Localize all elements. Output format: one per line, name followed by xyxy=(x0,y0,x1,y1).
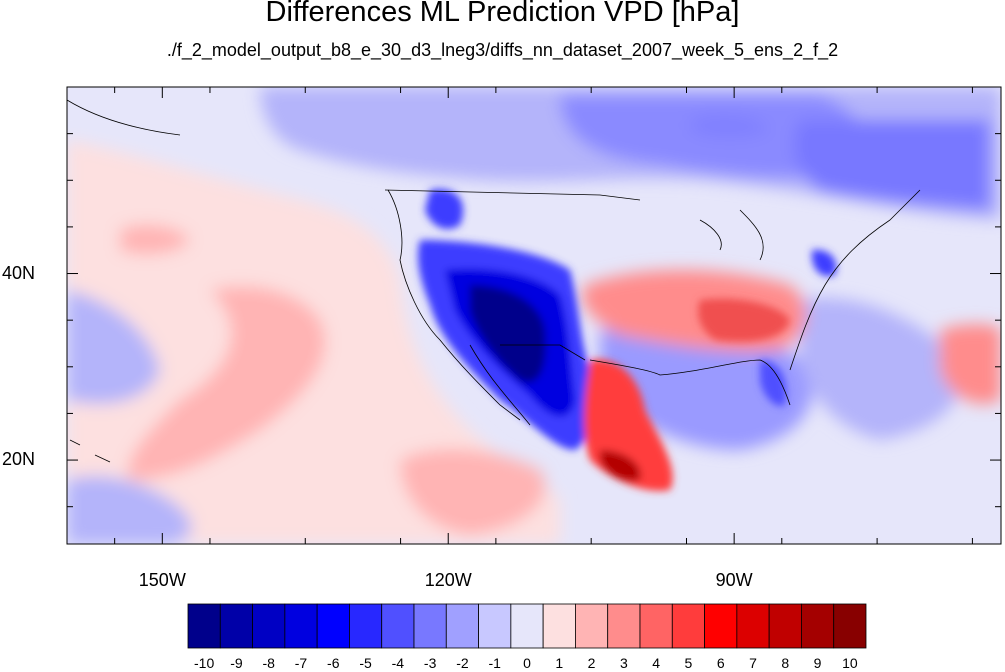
mexico-positive-core xyxy=(600,450,641,482)
colorbar-label: 4 xyxy=(652,655,660,671)
colorbar-box xyxy=(413,603,447,649)
colorbar-box xyxy=(607,603,641,649)
atlantic-coastline xyxy=(789,189,921,371)
tropical-positive-patch xyxy=(400,449,546,535)
atlantic-negative-region xyxy=(800,298,962,440)
map-ticks xyxy=(67,87,1001,544)
great-lakes-outline xyxy=(699,209,764,261)
colorbar-box xyxy=(187,603,221,649)
colorbar-box xyxy=(575,603,609,649)
hudson-negative-patch xyxy=(690,114,770,138)
northwest-negative-patch xyxy=(425,189,464,230)
latitude-label: 40N xyxy=(2,262,36,283)
great-basin-negative-core xyxy=(470,285,546,383)
colorbar-label: 1 xyxy=(555,655,563,671)
map-subtitle: ./f_2_model_output_b8_e_30_d3_lneg3/diff… xyxy=(166,40,839,60)
latitude-label: 20N xyxy=(2,449,36,470)
pacific-positive-patch xyxy=(120,224,190,255)
colorbar-box xyxy=(833,603,867,649)
colorbar-box xyxy=(542,603,576,649)
colorbar-label: 8 xyxy=(781,655,789,671)
colorbar-box xyxy=(801,603,835,649)
gulf-negative-region xyxy=(600,326,812,450)
difference-field-smooth xyxy=(67,87,1001,544)
coastlines xyxy=(67,99,921,463)
colorbar-box xyxy=(219,603,253,649)
pacific-coastline xyxy=(387,189,521,421)
south-pacific-negative-region xyxy=(67,476,192,544)
colorbar-label: -6 xyxy=(327,655,340,671)
colorbar-label: -5 xyxy=(359,655,372,671)
colorbar-box xyxy=(284,603,318,649)
colorbar-label: -4 xyxy=(392,655,405,671)
colorbar-label: -1 xyxy=(488,655,501,671)
colorbar-label: -3 xyxy=(424,655,437,671)
colorbar-box xyxy=(478,603,512,649)
colorbar-box xyxy=(639,603,673,649)
colorbar-box xyxy=(445,603,479,649)
longitude-label: 90W xyxy=(715,570,753,590)
colorbar-label: 7 xyxy=(749,655,757,671)
alaska-coastline xyxy=(67,99,181,136)
quebec-negative-region xyxy=(794,120,990,210)
colorbar-label: 9 xyxy=(814,655,822,671)
map-title: Differences ML Prediction VPD [hPa] xyxy=(265,0,740,28)
pacific-negative-region xyxy=(67,290,160,404)
map-plot-area xyxy=(67,87,1001,544)
longitude-label: 120W xyxy=(424,570,472,590)
colorbar-box xyxy=(671,603,705,649)
us-mexico-border xyxy=(500,344,586,361)
florida-negative-patch xyxy=(760,360,787,406)
colorbar-label: -2 xyxy=(456,655,469,671)
southeast-positive-core xyxy=(698,298,790,342)
colorbar-labels: -10 -9 -8 -7 -6 -5 -4 -3 -2 -1 0 1 2 3 4 5 6 7 8 9 10 xyxy=(194,655,858,671)
colorbar-label: 10 xyxy=(842,655,858,671)
colorbar-boxes xyxy=(187,603,867,649)
colorbar-label: 3 xyxy=(620,655,628,671)
colorbar-label: -7 xyxy=(295,655,308,671)
colorbar-label: -9 xyxy=(230,655,243,671)
colorbar-label: -8 xyxy=(262,655,275,671)
canada-us-border xyxy=(384,189,641,201)
hawaii-outline xyxy=(69,439,111,463)
colorbar-box xyxy=(704,603,738,649)
colorbar-box xyxy=(349,603,383,649)
colorbar-label: 2 xyxy=(588,655,596,671)
pacific-positive-core xyxy=(128,286,326,480)
colorbar-box xyxy=(510,603,544,649)
map-frame xyxy=(66,86,1002,545)
colorbar-box xyxy=(381,603,415,649)
colorbar-label: 0 xyxy=(523,655,531,671)
baja-california-outline xyxy=(469,344,531,426)
colorbar-box xyxy=(736,603,770,649)
colorbar-box xyxy=(252,603,286,649)
colorbar-box xyxy=(768,603,802,649)
mid-atlantic-negative-patch xyxy=(811,249,837,277)
atlantic-positive-patch xyxy=(940,324,1001,404)
colorbar-label: 6 xyxy=(717,655,725,671)
colorbar-label: 5 xyxy=(685,655,693,671)
colorbar-box xyxy=(316,603,350,649)
canada-negative-region xyxy=(560,95,865,178)
colorbar-label: -10 xyxy=(194,655,214,671)
gulf-coastline xyxy=(589,359,791,406)
longitude-label: 150W xyxy=(138,570,186,590)
